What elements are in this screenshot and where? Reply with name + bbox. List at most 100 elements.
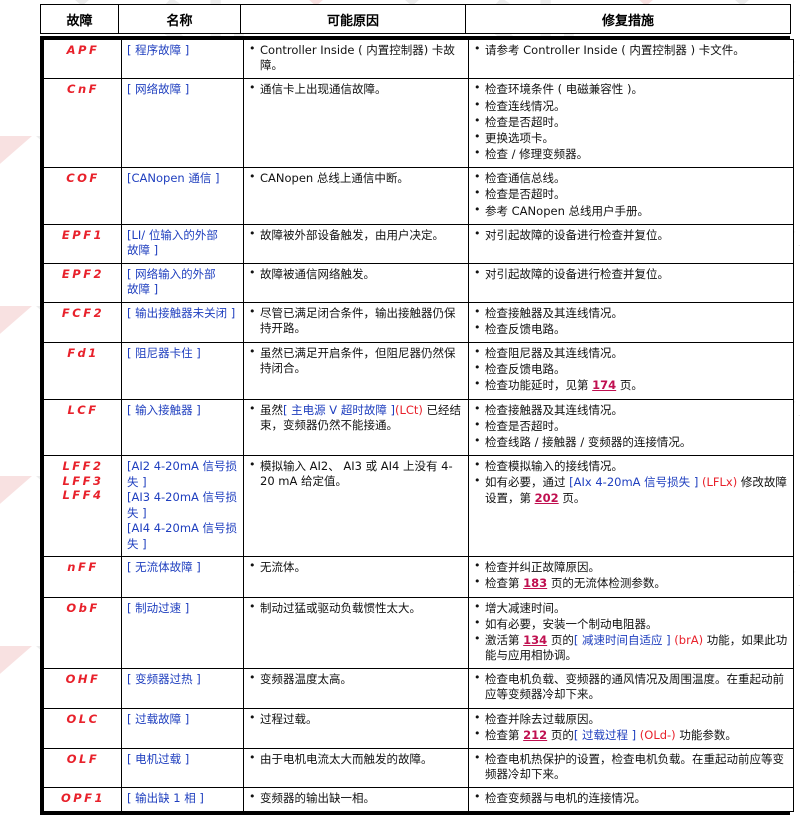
- remedy-item: 检查连线情况。: [474, 98, 789, 114]
- fault-name: 故障 ]: [127, 282, 159, 297]
- cause-list: 虽然[ 主电源 V 超时故障 ](LCt) 已经结束，变频器仍然不能接通。: [249, 402, 464, 433]
- remedy-item: 增大减速时间。: [474, 600, 789, 616]
- probable-cause-cell: Controller Inside ( 内置控制器) 卡故障。: [243, 38, 469, 80]
- fault-name: [AI2 4-20mA 信号损失 ]: [127, 459, 238, 489]
- fault-name: [ 过载故障 ]: [127, 711, 190, 726]
- cause-item: 尽管已满足闭合条件，输出接触器仍保持开路。: [249, 305, 464, 336]
- fault-name-cell: [ 网络输入的外部 故障 ]: [121, 262, 244, 303]
- remedy-item: 激活第 134 页的[ 减速时间自适应 ] (brA) 功能，如果此功能与应用相…: [474, 632, 789, 663]
- table-header: 故障 名称 可能原因 修复措施: [40, 4, 791, 34]
- probable-cause-cell: 虽然[ 主电源 V 超时故障 ](LCt) 已经结束，变频器仍然不能接通。: [243, 398, 469, 457]
- remedy-item: 检查模拟输入的接线情况。: [474, 458, 789, 474]
- fault-code-cell: LFF2 LFF3 LFF4: [43, 455, 122, 558]
- remedy-list: 检查环境条件 ( 电磁兼容性 )。检查连线情况。检查是否超时。更换选项卡。检查 …: [474, 81, 789, 162]
- fault-name-cell: [ 无流体故障 ]: [121, 556, 244, 598]
- remedy-cell: 检查通信总线。检查是否超时。参考 CANopen 总线用户手册。: [468, 167, 794, 225]
- fault-code: Fd1: [67, 346, 99, 361]
- fault-name: [ 网络故障 ]: [127, 82, 190, 97]
- remedy-list: 增大减速时间。如有必要，安装一个制动电阻器。激活第 134 页的[ 减速时间自适…: [474, 600, 789, 664]
- table-row: COF [CANopen 通信 ] CANopen 总线上通信中断。检查通信总线。检…: [43, 167, 794, 225]
- cause-list: 由于电机电流太大而触发的故障。: [249, 751, 464, 767]
- header-row: 故障 名称 可能原因 修复措施: [40, 4, 791, 34]
- remedy-item: 如有必要，通过 [AIx 4-20mA 信号损失 ] (LFLx) 修改故障设置…: [474, 474, 789, 505]
- fault-name: [ 输出接触器未关闭 ]: [127, 305, 236, 320]
- table-body-frame: APF [ 程序故障 ] Controller Inside ( 内置控制器) 卡故…: [40, 36, 794, 815]
- column-header-cause: 可能原因: [240, 4, 466, 34]
- fault-name: 故障 ]: [127, 243, 159, 258]
- cause-list: 模拟输入 AI2、 AI3 或 AI4 上没有 4-20 mA 给定值。: [249, 458, 464, 489]
- remedy-cell: 增大减速时间。如有必要，安装一个制动电阻器。激活第 134 页的[ 减速时间自适…: [468, 596, 794, 670]
- remedy-cell: 检查并纠正故障原因。检查第 183 页的无流体检测参数。: [468, 556, 794, 598]
- remedy-cell: 请参考 Controller Inside ( 内置控制器 ) 卡文件。: [468, 38, 794, 80]
- fault-code: LFF2: [62, 459, 104, 474]
- fault-table: APF [ 程序故障 ] Controller Inside ( 内置控制器) 卡故…: [43, 38, 794, 813]
- remedy-item: 检查线路 / 接触器 / 变频器的连接情况。: [474, 434, 789, 450]
- remedy-item: 检查通信总线。: [474, 170, 789, 186]
- fault-code: LFF4: [62, 487, 104, 502]
- fault-code: OPF1: [60, 791, 106, 806]
- cause-list: 通信卡上出现通信故障。: [249, 81, 464, 97]
- remedy-cell: 检查接触器及其连线情况。检查反馈电路。: [468, 301, 794, 344]
- cause-list: CANopen 总线上通信中断。: [249, 170, 464, 186]
- cause-item: 过程过载。: [249, 711, 464, 727]
- remedy-cell: 检查模拟输入的接线情况。如有必要，通过 [AIx 4-20mA 信号损失 ] (…: [468, 455, 794, 558]
- probable-cause-cell: 由于电机电流太大而触发的故障。: [243, 747, 469, 789]
- remedy-cell: 检查电机负载、变频器的通风情况及周围温度。在重起动前应等变频器冷却下来。: [468, 668, 794, 709]
- remedy-item: 检查第 183 页的无流体检测参数。: [474, 575, 789, 591]
- cause-item: 故障被外部设备触发，由用户决定。: [249, 227, 464, 243]
- fault-name-cell: [ 输出缺 1 相 ]: [121, 787, 244, 813]
- cause-item: 由于电机电流太大而触发的故障。: [249, 751, 464, 767]
- fault-code-cell: EPF1: [43, 223, 122, 264]
- remedy-list: 检查电机热保护的设置，检查电机负载。在重起动前应等变频器冷却下来。: [474, 751, 789, 782]
- fault-code-cell: CnF: [43, 78, 122, 169]
- remedy-list: 检查接触器及其连线情况。检查是否超时。检查线路 / 接触器 / 变频器的连接情况…: [474, 402, 789, 451]
- fault-name: [ 输出缺 1 相 ]: [127, 791, 204, 806]
- remedy-cell: 检查环境条件 ( 电磁兼容性 )。检查连线情况。检查是否超时。更换选项卡。检查 …: [468, 78, 794, 169]
- fault-name: [CANopen 通信 ]: [127, 171, 220, 186]
- fault-code-cell: COF: [43, 167, 122, 225]
- remedy-item: 检查变频器与电机的连接情况。: [474, 790, 789, 806]
- fault-code-cell: OLF: [43, 747, 122, 789]
- probable-cause-cell: CANopen 总线上通信中断。: [243, 167, 469, 225]
- fault-code-cell: EPF2: [43, 262, 122, 303]
- fault-name: [ 无流体故障 ]: [127, 560, 201, 575]
- table-row: LFF2 LFF3 LFF4 [AI2 4-20mA 信号损失 ] [AI3 4-20m…: [43, 455, 794, 558]
- cause-list: 无流体。: [249, 559, 464, 575]
- fault-code-cell: ObF: [43, 596, 122, 670]
- probable-cause-cell: 无流体。: [243, 556, 469, 598]
- remedy-item: 检查电机热保护的设置，检查电机负载。在重起动前应等变频器冷却下来。: [474, 751, 789, 782]
- column-header-name: 名称: [118, 4, 241, 34]
- cause-item: 故障被通信网络触发。: [249, 266, 464, 282]
- fault-code: LCF: [67, 402, 99, 417]
- cause-item: 变频器的输出缺一相。: [249, 790, 464, 806]
- fault-code: LFF3: [62, 473, 104, 488]
- remedy-cell: 检查阻尼器及其连线情况。检查反馈电路。检查功能延时，见第 174 页。: [468, 342, 794, 400]
- cause-list: 制动过猛或驱动负载惯性太大。: [249, 600, 464, 616]
- fault-name: [ 网络输入的外部: [127, 266, 216, 281]
- remedy-cell: 检查变频器与电机的连接情况。: [468, 787, 794, 813]
- table-row: nFF [ 无流体故障 ] 无流体。检查并纠正故障原因。检查第 183 页的无流体检…: [43, 556, 794, 598]
- cause-list: 故障被外部设备触发，由用户决定。: [249, 227, 464, 243]
- remedy-list: 检查变频器与电机的连接情况。: [474, 790, 789, 806]
- cause-item: 变频器温度太高。: [249, 671, 464, 687]
- fault-code-cell: Fd1: [43, 342, 122, 400]
- table-row: Fd1 [ 阻尼器卡住 ] 虽然已满足开启条件，但阻尼器仍然保持闭合。检查阻尼器及其…: [43, 342, 794, 400]
- remedy-item: 检查反馈电路。: [474, 361, 789, 377]
- fault-code: ObF: [66, 600, 100, 615]
- remedy-list: 检查通信总线。检查是否超时。参考 CANopen 总线用户手册。: [474, 170, 789, 219]
- probable-cause-cell: 通信卡上出现通信故障。: [243, 78, 469, 169]
- fault-name: [ 电机过载 ]: [127, 751, 190, 766]
- fault-code: OLC: [66, 711, 100, 726]
- cause-item: 通信卡上出现通信故障。: [249, 81, 464, 97]
- fault-name-cell: [ 制动过速 ]: [121, 596, 244, 670]
- probable-cause-cell: 变频器温度太高。: [243, 668, 469, 709]
- cause-list: 虽然已满足开启条件，但阻尼器仍然保持闭合。: [249, 345, 464, 376]
- fault-name-cell: [LI/ 位输入的外部 故障 ]: [121, 223, 244, 264]
- fault-code: CnF: [67, 82, 99, 97]
- probable-cause-cell: 故障被通信网络触发。: [243, 262, 469, 303]
- fault-name-cell: [ 输出接触器未关闭 ]: [121, 301, 244, 344]
- remedy-item: 检查接触器及其连线情况。: [474, 305, 789, 321]
- fault-name-cell: [ 电机过载 ]: [121, 747, 244, 789]
- fault-name: [AI4 4-20mA 信号损失 ]: [127, 521, 238, 551]
